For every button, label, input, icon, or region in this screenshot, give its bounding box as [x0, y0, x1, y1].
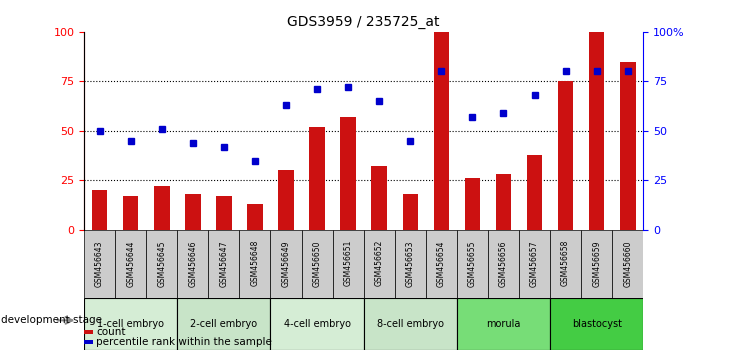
Bar: [433, 32, 449, 230]
Bar: [363, 298, 457, 350]
Bar: [425, 230, 457, 298]
Bar: [612, 230, 643, 298]
Text: GSM456645: GSM456645: [157, 240, 166, 286]
Text: GSM456659: GSM456659: [592, 240, 601, 286]
Bar: [363, 230, 395, 298]
Bar: [92, 190, 107, 230]
Bar: [84, 230, 115, 298]
Bar: [123, 196, 138, 230]
Text: GSM456646: GSM456646: [189, 240, 197, 286]
Bar: [177, 230, 208, 298]
Text: GSM456647: GSM456647: [219, 240, 228, 286]
Text: GSM456650: GSM456650: [313, 240, 322, 286]
Bar: [558, 81, 573, 230]
Bar: [185, 194, 200, 230]
Bar: [457, 298, 550, 350]
Bar: [341, 117, 356, 230]
Bar: [270, 230, 301, 298]
Bar: [208, 230, 239, 298]
Bar: [527, 155, 542, 230]
Bar: [395, 230, 425, 298]
Bar: [620, 62, 635, 230]
Bar: [115, 230, 146, 298]
Bar: [154, 186, 170, 230]
Bar: [239, 230, 270, 298]
Bar: [309, 127, 325, 230]
Bar: [589, 32, 605, 230]
Text: GSM456653: GSM456653: [406, 240, 414, 286]
Text: GSM456660: GSM456660: [624, 240, 632, 286]
Bar: [488, 230, 519, 298]
Bar: [216, 196, 232, 230]
Bar: [550, 298, 643, 350]
Bar: [177, 298, 270, 350]
Text: morula: morula: [486, 319, 520, 329]
Bar: [247, 204, 262, 230]
Text: GSM456656: GSM456656: [499, 240, 508, 286]
Bar: [371, 166, 387, 230]
Bar: [496, 175, 511, 230]
Bar: [279, 170, 294, 230]
Text: GSM456652: GSM456652: [375, 240, 384, 286]
Text: GSM456644: GSM456644: [126, 240, 135, 286]
Text: count: count: [96, 327, 126, 337]
Bar: [457, 230, 488, 298]
Text: GSM456643: GSM456643: [95, 240, 104, 286]
Text: 8-cell embryo: 8-cell embryo: [376, 319, 444, 329]
Text: GSM456651: GSM456651: [344, 240, 352, 286]
Bar: [333, 230, 363, 298]
Text: GSM456649: GSM456649: [281, 240, 290, 286]
Text: GSM456658: GSM456658: [561, 240, 570, 286]
Text: 1-cell embryo: 1-cell embryo: [97, 319, 164, 329]
Bar: [84, 298, 177, 350]
Text: GSM456655: GSM456655: [468, 240, 477, 286]
Text: percentile rank within the sample: percentile rank within the sample: [96, 337, 273, 347]
Bar: [581, 230, 612, 298]
Bar: [403, 194, 418, 230]
Bar: [550, 230, 581, 298]
Text: GSM456654: GSM456654: [437, 240, 446, 286]
Bar: [270, 298, 363, 350]
Bar: [146, 230, 177, 298]
Text: GSM456657: GSM456657: [530, 240, 539, 286]
Title: GDS3959 / 235725_at: GDS3959 / 235725_at: [287, 16, 440, 29]
Text: development stage: development stage: [1, 315, 102, 325]
Bar: [519, 230, 550, 298]
Text: GSM456648: GSM456648: [251, 240, 260, 286]
Text: 2-cell embryo: 2-cell embryo: [190, 319, 257, 329]
Text: 4-cell embryo: 4-cell embryo: [284, 319, 351, 329]
Text: blastocyst: blastocyst: [572, 319, 621, 329]
Bar: [301, 230, 333, 298]
Bar: [465, 178, 480, 230]
